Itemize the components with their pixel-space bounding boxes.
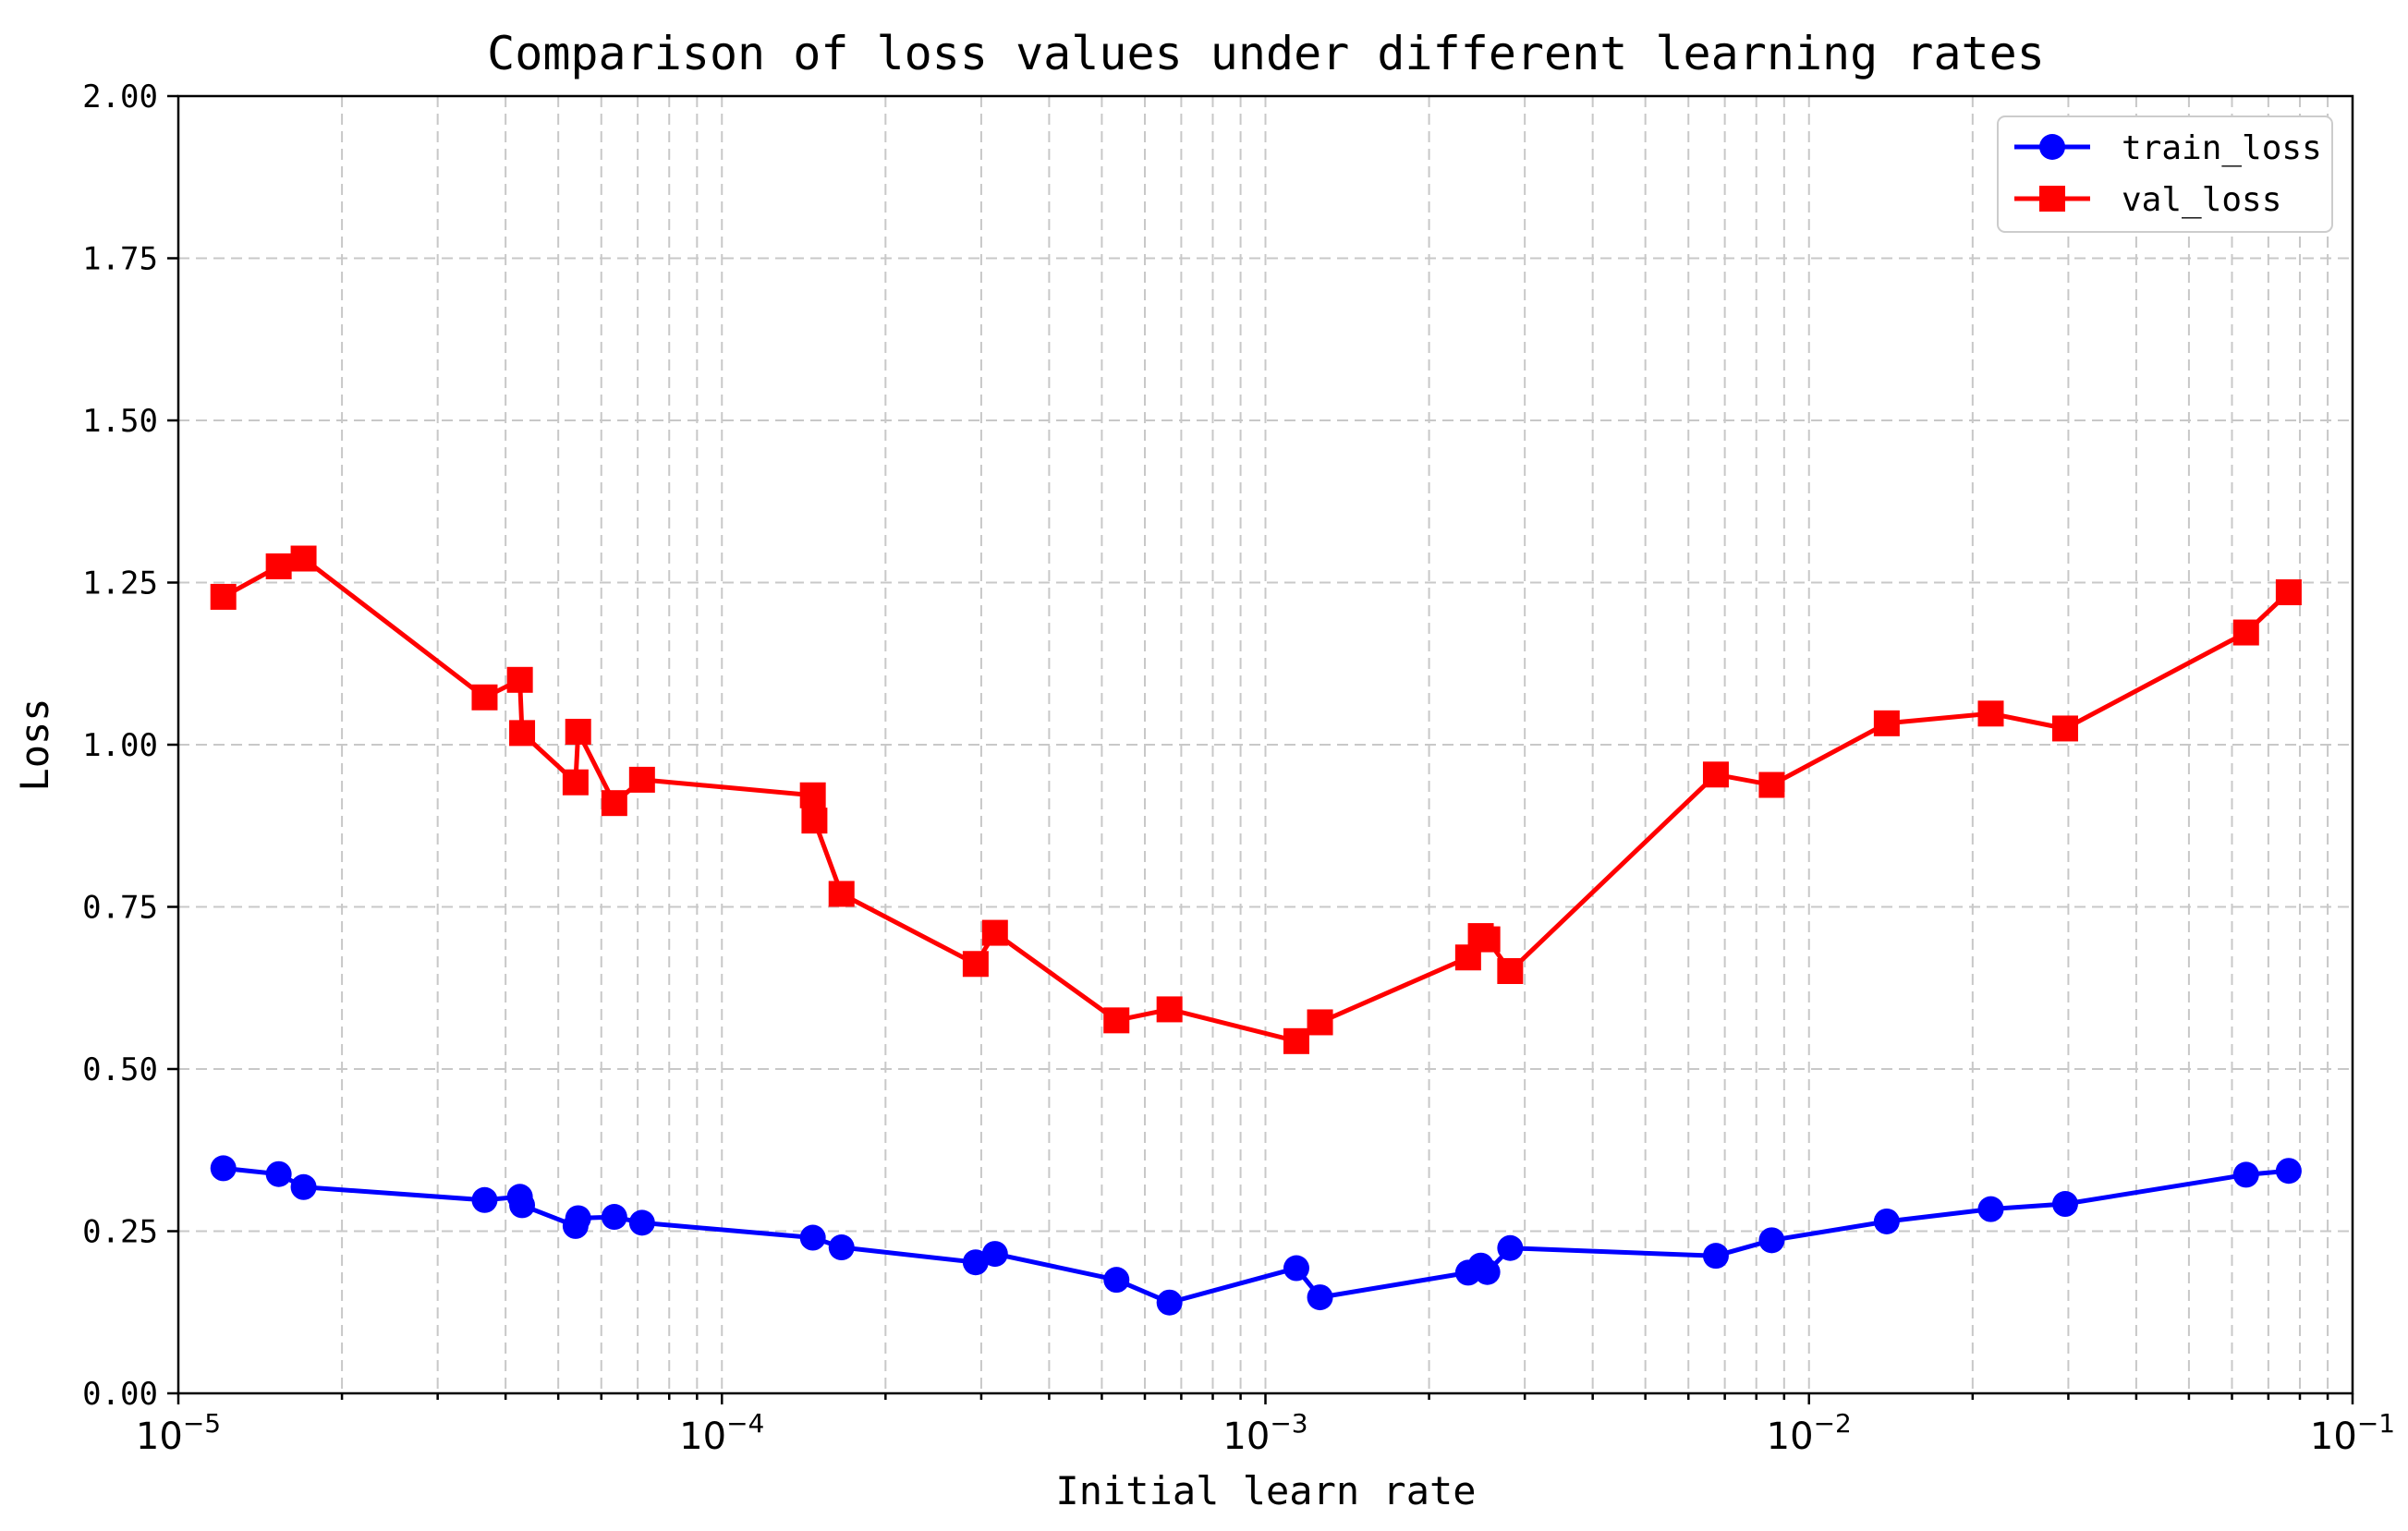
grid-lines (178, 96, 2353, 1393)
point-train-loss (828, 1234, 855, 1261)
point-train-loss (1758, 1227, 1785, 1254)
point-val-loss (981, 919, 1008, 946)
point-train-loss (799, 1224, 826, 1251)
point-val-loss (562, 769, 589, 796)
point-train-loss (2051, 1191, 2078, 1218)
legend-item-train-loss: train_loss (2014, 129, 2322, 167)
point-val-loss (265, 553, 292, 579)
legend: train_loss val_loss (1997, 115, 2333, 233)
y-tick-label: 1.50 (82, 403, 158, 440)
legend-train-loss-marker (2039, 134, 2065, 160)
point-val-loss (1307, 1009, 1333, 1036)
point-val-loss (509, 720, 536, 747)
legend-val-loss-label: val_loss (2122, 181, 2281, 219)
point-val-loss (1702, 761, 1729, 788)
point-train-loss (1283, 1255, 1309, 1282)
y-tick-label: 0.00 (82, 1376, 158, 1413)
point-train-loss (962, 1249, 989, 1276)
point-val-loss (1497, 957, 1524, 984)
legend-train-loss-label: train_loss (2122, 129, 2322, 167)
point-val-loss (1474, 926, 1501, 953)
point-val-loss (601, 790, 627, 817)
chart-title: Comparison of loss values under differen… (487, 27, 2045, 80)
point-train-loss (290, 1173, 317, 1200)
point-train-loss (565, 1205, 591, 1232)
point-val-loss (828, 881, 855, 907)
point-val-loss (210, 583, 237, 610)
point-val-loss (1758, 772, 1785, 798)
point-val-loss (799, 782, 826, 808)
point-train-loss (1497, 1234, 1524, 1261)
point-train-loss (1156, 1289, 1183, 1316)
y-tick-label: 1.75 (82, 241, 158, 278)
y-tick-label: 1.25 (82, 565, 158, 602)
point-val-loss (1103, 1007, 1130, 1034)
y-tick-label: 0.75 (82, 890, 158, 927)
y-tick-label: 1.00 (82, 727, 158, 764)
y-tick-label: 0.25 (82, 1214, 158, 1251)
point-train-loss (265, 1160, 292, 1187)
point-val-loss (565, 718, 591, 745)
point-train-loss (1873, 1208, 1900, 1234)
point-train-loss (1977, 1196, 2004, 1222)
x-tick-label: 10−3 (1222, 1408, 1307, 1458)
point-val-loss (2051, 715, 2078, 742)
point-train-loss (210, 1155, 237, 1182)
legend-val-loss-marker (2039, 186, 2065, 212)
point-train-loss (981, 1241, 1008, 1268)
point-train-loss (601, 1204, 627, 1231)
series-layer (210, 545, 2302, 1316)
point-train-loss (1103, 1267, 1130, 1294)
point-train-loss (2232, 1161, 2259, 1188)
point-train-loss (628, 1209, 655, 1236)
point-train-loss (509, 1192, 536, 1219)
point-val-loss (628, 766, 655, 793)
point-val-loss (290, 545, 317, 572)
point-val-loss (1977, 700, 2004, 727)
y-tick-label: 2.00 (82, 79, 158, 115)
x-axis-label: Initial learn rate (1055, 1468, 1476, 1513)
point-val-loss (2275, 579, 2302, 606)
y-axis-label: Loss (12, 698, 57, 791)
point-val-loss (1283, 1027, 1309, 1054)
point-val-loss (1156, 996, 1183, 1023)
point-val-loss (801, 808, 828, 834)
point-train-loss (1307, 1284, 1333, 1311)
point-val-loss (471, 684, 498, 711)
y-tick-label: 0.50 (82, 1051, 158, 1088)
point-train-loss (1702, 1243, 1729, 1270)
point-val-loss (506, 666, 533, 693)
point-val-loss (962, 951, 989, 978)
axis-ticks: 0.000.250.500.751.001.251.501.752.0010−5… (82, 79, 2395, 1458)
point-train-loss (471, 1186, 498, 1213)
point-val-loss (1873, 710, 1900, 736)
point-train-loss (2275, 1158, 2302, 1185)
point-train-loss (1474, 1258, 1501, 1285)
point-val-loss (2232, 619, 2259, 646)
legend-item-val-loss: val_loss (2014, 181, 2281, 219)
